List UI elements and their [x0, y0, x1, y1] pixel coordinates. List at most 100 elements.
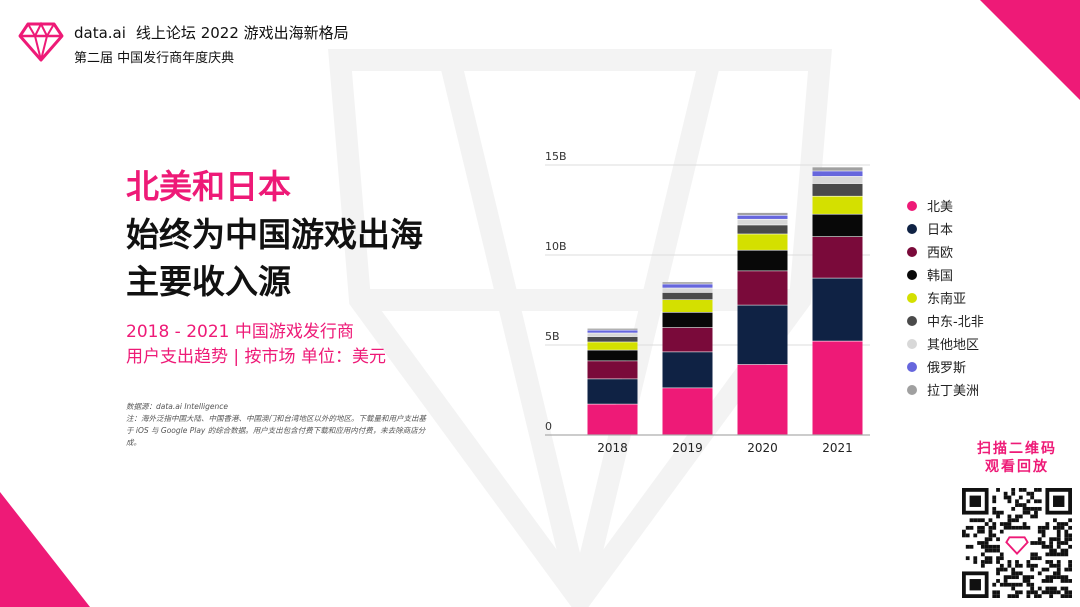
qr-module — [1018, 495, 1023, 500]
qr-module — [980, 563, 985, 568]
qr-module — [1064, 594, 1069, 598]
qr-module — [1011, 506, 1016, 511]
note-text: 注：海外泛指中国大陆、中国香港、中国澳门和台湾地区以外的地区。下载量和用户支出基… — [126, 414, 426, 447]
qr-module — [1030, 506, 1035, 511]
qr-module — [1056, 529, 1061, 534]
qr-module — [969, 518, 974, 523]
qr-module — [1003, 491, 1008, 496]
qr-module — [1056, 552, 1061, 557]
bar-segment — [737, 305, 788, 365]
qr-module — [992, 533, 997, 538]
qr-module — [980, 544, 985, 549]
qr-module — [1053, 548, 1057, 553]
qr-module — [1015, 503, 1019, 507]
qr-caption-line2: 观看回放 — [985, 459, 1049, 475]
qr-module — [1015, 575, 1019, 580]
qr-module — [965, 533, 970, 538]
qr-module — [1026, 560, 1031, 564]
bar-segment — [662, 352, 713, 388]
qr-module — [1034, 510, 1038, 515]
qr-module — [1034, 541, 1038, 545]
qr-module — [1022, 503, 1027, 507]
brand-name: data.ai — [74, 24, 126, 42]
qr-module — [1064, 575, 1069, 580]
qr-module — [1003, 567, 1008, 572]
qr-module — [996, 560, 1000, 564]
qr-module — [977, 518, 981, 523]
qr-module — [965, 556, 970, 561]
bar-segment — [737, 212, 788, 215]
qr-module — [1026, 590, 1031, 595]
footnotes: 数据源：data.ai Intelligence 注：海外泛指中国大陆、中国香港… — [126, 401, 426, 449]
qr-module — [980, 560, 985, 564]
qr-module — [1011, 491, 1016, 496]
qr-module — [988, 560, 993, 564]
qr-module — [1041, 533, 1046, 538]
qr-module — [984, 544, 989, 549]
qr-module — [1056, 537, 1061, 542]
qr-module — [1011, 518, 1016, 523]
legend-label: 东南亚 — [927, 292, 967, 307]
qr-module — [1034, 563, 1038, 568]
qr-module — [1030, 575, 1035, 580]
qr-module — [973, 556, 978, 561]
qr-module — [996, 579, 1000, 583]
qr-module — [1026, 499, 1031, 504]
bar-segment — [812, 341, 863, 435]
qr-module — [988, 518, 993, 523]
qr-module — [1030, 567, 1035, 572]
qr-module — [1037, 571, 1042, 576]
qr-module — [1068, 544, 1072, 549]
qr-module — [977, 525, 981, 530]
qr-module — [1037, 525, 1042, 530]
y-tick-label: 5B — [545, 330, 560, 343]
qr-module — [1015, 525, 1019, 530]
qr-module — [1018, 571, 1023, 576]
qr-module — [1003, 522, 1008, 526]
event-title: 线上论坛 2022 游戏出海新格局 — [135, 24, 349, 42]
legend-swatch — [907, 292, 917, 303]
qr-module — [1053, 525, 1057, 530]
qr-module — [1037, 586, 1042, 591]
qr-module — [1034, 488, 1038, 492]
qr-module — [1060, 586, 1065, 591]
qr-module — [1068, 518, 1072, 523]
bottom-left-triangle — [0, 492, 90, 607]
qr-module — [1022, 522, 1027, 526]
qr-module — [1034, 590, 1038, 595]
qr-module — [996, 571, 1000, 576]
qr-code[interactable] — [962, 488, 1072, 598]
qr-module — [996, 590, 1000, 595]
headline-line2: 始终为中国游戏出海 — [126, 215, 423, 254]
bar-segment — [662, 327, 713, 352]
qr-module — [1045, 544, 1050, 549]
qr-center-logo-icon — [1005, 536, 1029, 556]
legend-label: 拉丁美洲 — [927, 384, 980, 399]
qr-module — [1022, 506, 1027, 511]
bar-segment — [587, 342, 638, 350]
qr-module — [1011, 586, 1016, 591]
qr-module — [1049, 548, 1054, 553]
qr-module — [1015, 560, 1019, 564]
qr-module — [1034, 594, 1038, 598]
qr-module — [1007, 514, 1012, 519]
qr-module — [1037, 537, 1042, 542]
qr-module — [980, 541, 985, 545]
qr-module — [969, 495, 981, 507]
qr-module — [1068, 579, 1072, 583]
legend-swatch — [907, 315, 917, 326]
qr-module — [1041, 579, 1046, 583]
bar-segment — [662, 288, 713, 293]
qr-module — [1060, 522, 1065, 526]
qr-module — [1049, 586, 1054, 591]
qr-module — [1064, 537, 1069, 542]
qr-module — [1011, 525, 1016, 530]
qr-module — [1034, 499, 1038, 504]
qr-module — [1037, 556, 1042, 561]
qr-module — [988, 548, 993, 553]
qr-module — [1045, 522, 1050, 526]
qr-module — [1011, 567, 1016, 572]
qr-module — [1007, 525, 1012, 530]
qr-module — [996, 488, 1000, 492]
qr-module — [1053, 537, 1057, 542]
